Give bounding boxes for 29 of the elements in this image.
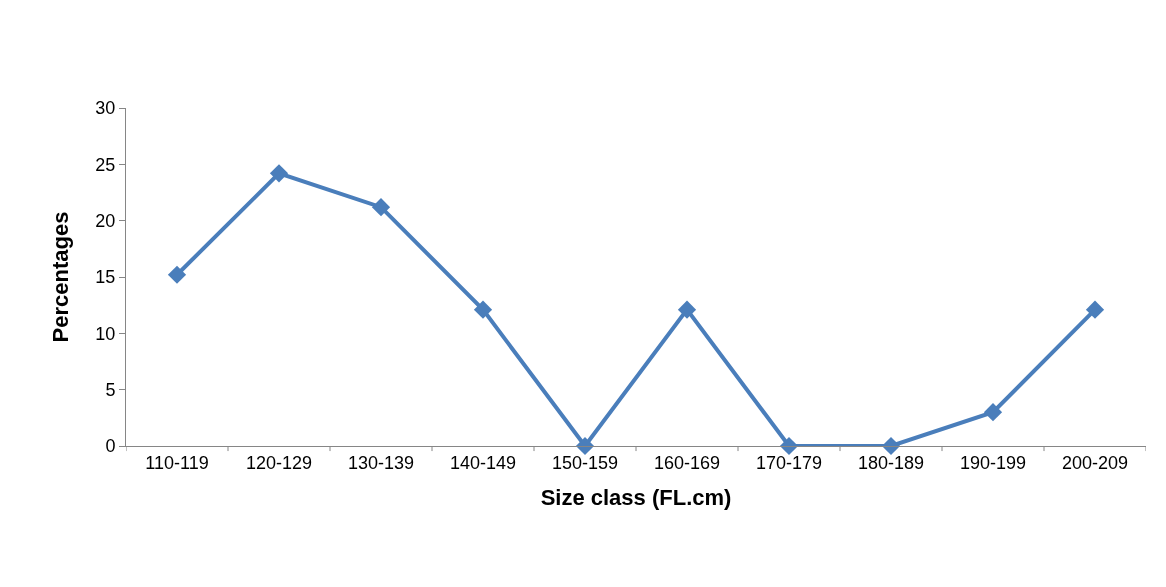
x-tick-label: 150-159	[551, 452, 619, 473]
point	[269, 164, 289, 183]
x-tick-label: 190-199	[959, 452, 1027, 473]
y-tick-label: 10	[95, 323, 116, 344]
point	[167, 265, 187, 284]
x-tick-label: 120-129	[245, 452, 313, 473]
x-tick-label: 180-189	[857, 452, 925, 473]
point	[575, 436, 595, 456]
x-tick-label: 160-169	[653, 452, 721, 473]
x-tick-label: 130-139	[347, 452, 415, 473]
y-axis-title: Percentages	[48, 211, 74, 343]
y-tick-label: 5	[105, 379, 116, 400]
point	[881, 436, 901, 456]
point	[1085, 300, 1105, 319]
y-tick-label: 0	[105, 436, 116, 457]
point	[779, 436, 799, 456]
point	[371, 198, 391, 217]
x-axis-title: Size class (FL.cm)	[540, 485, 732, 511]
y-tick-label: 15	[95, 267, 116, 288]
point	[473, 300, 493, 319]
x-tick-label: 200-209	[1061, 452, 1129, 473]
y-tick-label: 25	[95, 154, 116, 175]
x-tick-label: 110-119	[145, 452, 209, 473]
x-tick-label: 140-149	[449, 452, 517, 473]
x-tick-label: 170-179	[755, 452, 823, 473]
y-tick-label: 30	[95, 98, 116, 119]
point	[983, 403, 1003, 422]
y-tick-label: 20	[95, 210, 116, 231]
point	[677, 300, 697, 319]
